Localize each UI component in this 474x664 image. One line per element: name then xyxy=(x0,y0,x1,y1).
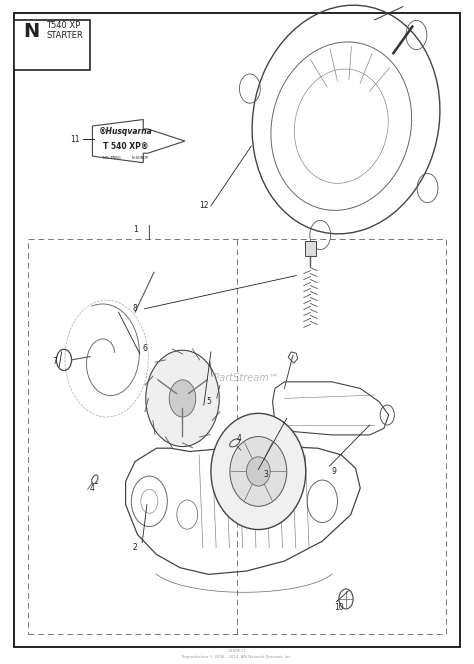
Text: 6: 6 xyxy=(142,344,147,353)
Text: 7: 7 xyxy=(52,357,57,367)
Text: NO: PNRG          N:SONDP: NO: PNRG N:SONDP xyxy=(103,155,148,159)
Text: 8: 8 xyxy=(133,304,137,313)
Text: N: N xyxy=(23,22,39,41)
Circle shape xyxy=(169,380,196,417)
Text: ®Husqvarna: ®Husqvarna xyxy=(99,127,153,136)
Text: 10: 10 xyxy=(334,603,344,612)
Text: 1: 1 xyxy=(133,224,137,234)
Ellipse shape xyxy=(211,413,306,530)
Ellipse shape xyxy=(230,437,287,506)
Text: 4: 4 xyxy=(90,483,95,493)
Text: ARI PartStream™: ARI PartStream™ xyxy=(195,373,279,384)
Text: 2: 2 xyxy=(133,543,137,552)
Bar xyxy=(28,239,446,634)
Text: 3: 3 xyxy=(263,470,268,479)
Bar xyxy=(305,241,316,256)
Text: 9: 9 xyxy=(332,467,337,476)
Text: STARTER: STARTER xyxy=(46,31,83,41)
Text: 12: 12 xyxy=(199,201,209,210)
Ellipse shape xyxy=(146,351,219,446)
Text: 2100671: 2100671 xyxy=(228,649,246,653)
Text: T540 XP: T540 XP xyxy=(46,21,81,31)
Text: T 540 XP®: T 540 XP® xyxy=(103,142,148,151)
Text: 11: 11 xyxy=(71,135,80,144)
Bar xyxy=(14,20,90,70)
Ellipse shape xyxy=(246,457,270,486)
Text: Reproduction © 2006 - 2014, ARI Network Services, Inc.: Reproduction © 2006 - 2014, ARI Network … xyxy=(182,655,292,659)
Text: 4: 4 xyxy=(237,434,242,443)
Text: 5: 5 xyxy=(206,397,211,406)
